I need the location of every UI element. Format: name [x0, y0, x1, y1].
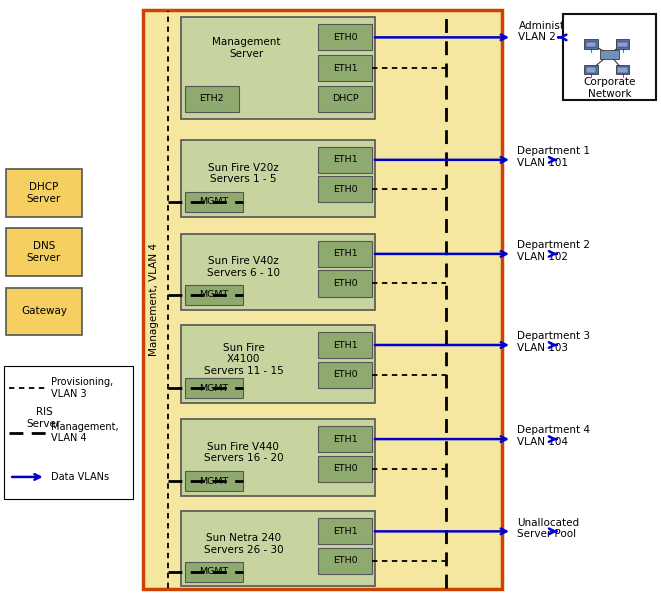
Text: Department 3
VLAN 103: Department 3 VLAN 103 — [517, 331, 590, 353]
Text: Data VLANs: Data VLANs — [51, 472, 109, 482]
Bar — [563, 14, 656, 100]
Text: MGMT: MGMT — [199, 477, 228, 486]
Bar — [184, 562, 243, 582]
Bar — [318, 147, 372, 173]
Text: Department 4
VLAN 104: Department 4 VLAN 104 — [517, 425, 590, 447]
Bar — [4, 366, 133, 499]
Text: ETH1: ETH1 — [332, 340, 358, 349]
Bar — [6, 170, 82, 216]
Bar — [318, 241, 372, 267]
Bar — [600, 50, 619, 59]
Bar — [318, 518, 372, 544]
Bar — [184, 192, 243, 212]
Bar — [318, 426, 372, 452]
Text: Sun Fire V40z
Servers 6 - 10: Sun Fire V40z Servers 6 - 10 — [207, 256, 280, 278]
Text: ETH1: ETH1 — [332, 527, 358, 536]
Bar — [318, 455, 372, 482]
Text: ETH1: ETH1 — [332, 63, 358, 72]
Text: ETH0: ETH0 — [332, 279, 358, 288]
Text: DHCP: DHCP — [332, 94, 358, 103]
Text: MGMT: MGMT — [199, 384, 228, 393]
Bar — [318, 86, 372, 112]
Text: ETH1: ETH1 — [332, 155, 358, 164]
Text: Provisioning,
VLAN 3: Provisioning, VLAN 3 — [51, 377, 113, 399]
Bar — [184, 378, 243, 398]
Text: Corporate
Network: Corporate Network — [583, 78, 636, 99]
Bar — [184, 471, 243, 491]
Bar — [318, 55, 372, 81]
Text: MGMT: MGMT — [199, 567, 228, 576]
Text: ETH0: ETH0 — [332, 556, 358, 566]
Bar — [586, 42, 596, 47]
Bar — [617, 42, 628, 47]
Text: ETH0: ETH0 — [332, 185, 358, 194]
Text: DHCP
Server: DHCP Server — [27, 182, 61, 204]
Text: ETH0: ETH0 — [332, 464, 358, 473]
Bar — [318, 548, 372, 574]
Text: Department 1
VLAN 101: Department 1 VLAN 101 — [517, 146, 590, 168]
Bar — [180, 140, 375, 216]
Text: DNS
Server: DNS Server — [27, 241, 61, 263]
Text: ETH1: ETH1 — [332, 435, 358, 444]
Bar — [584, 65, 598, 74]
Text: Management
Server: Management Server — [212, 37, 281, 59]
Text: Sun Fire V440
Servers 16 - 20: Sun Fire V440 Servers 16 - 20 — [204, 442, 284, 464]
Bar — [6, 228, 82, 276]
Text: Management, VLAN 4: Management, VLAN 4 — [149, 243, 159, 356]
Text: Department 2
VLAN 102: Department 2 VLAN 102 — [517, 240, 590, 262]
Bar — [180, 234, 375, 310]
Text: Gateway: Gateway — [21, 307, 67, 316]
Bar — [318, 270, 372, 296]
Bar — [318, 176, 372, 202]
Bar — [184, 285, 243, 305]
Text: ETH0: ETH0 — [332, 33, 358, 42]
Bar — [180, 325, 375, 403]
Bar — [6, 288, 82, 335]
Bar — [180, 17, 375, 119]
Bar — [180, 511, 375, 586]
Text: RIS
Server: RIS Server — [27, 407, 61, 429]
Text: MGMT: MGMT — [199, 197, 228, 206]
Bar — [318, 332, 372, 358]
Text: Sun Netra 240
Servers 26 - 30: Sun Netra 240 Servers 26 - 30 — [204, 533, 284, 555]
Text: MGMT: MGMT — [199, 290, 228, 299]
Bar — [180, 419, 375, 496]
Bar — [584, 39, 598, 49]
Text: Management,
VLAN 4: Management, VLAN 4 — [51, 422, 118, 444]
Bar — [143, 9, 502, 589]
Text: Sun Fire
X4100
Servers 11 - 15: Sun Fire X4100 Servers 11 - 15 — [204, 343, 284, 376]
Bar — [616, 65, 629, 74]
Text: Sun Fire V20z
Servers 1 - 5: Sun Fire V20z Servers 1 - 5 — [208, 162, 279, 184]
Bar — [586, 67, 596, 72]
Text: Administration,
VLAN 2: Administration, VLAN 2 — [518, 21, 599, 42]
Bar — [616, 39, 629, 49]
Text: ETH2: ETH2 — [200, 94, 224, 103]
Bar — [617, 67, 628, 72]
Text: Unallocated
Server Pool: Unallocated Server Pool — [517, 518, 579, 539]
Bar — [318, 362, 372, 388]
Text: ETH0: ETH0 — [332, 370, 358, 379]
Text: ETH1: ETH1 — [332, 250, 358, 259]
Bar — [318, 24, 372, 50]
Bar — [6, 394, 82, 441]
Bar — [184, 86, 239, 112]
